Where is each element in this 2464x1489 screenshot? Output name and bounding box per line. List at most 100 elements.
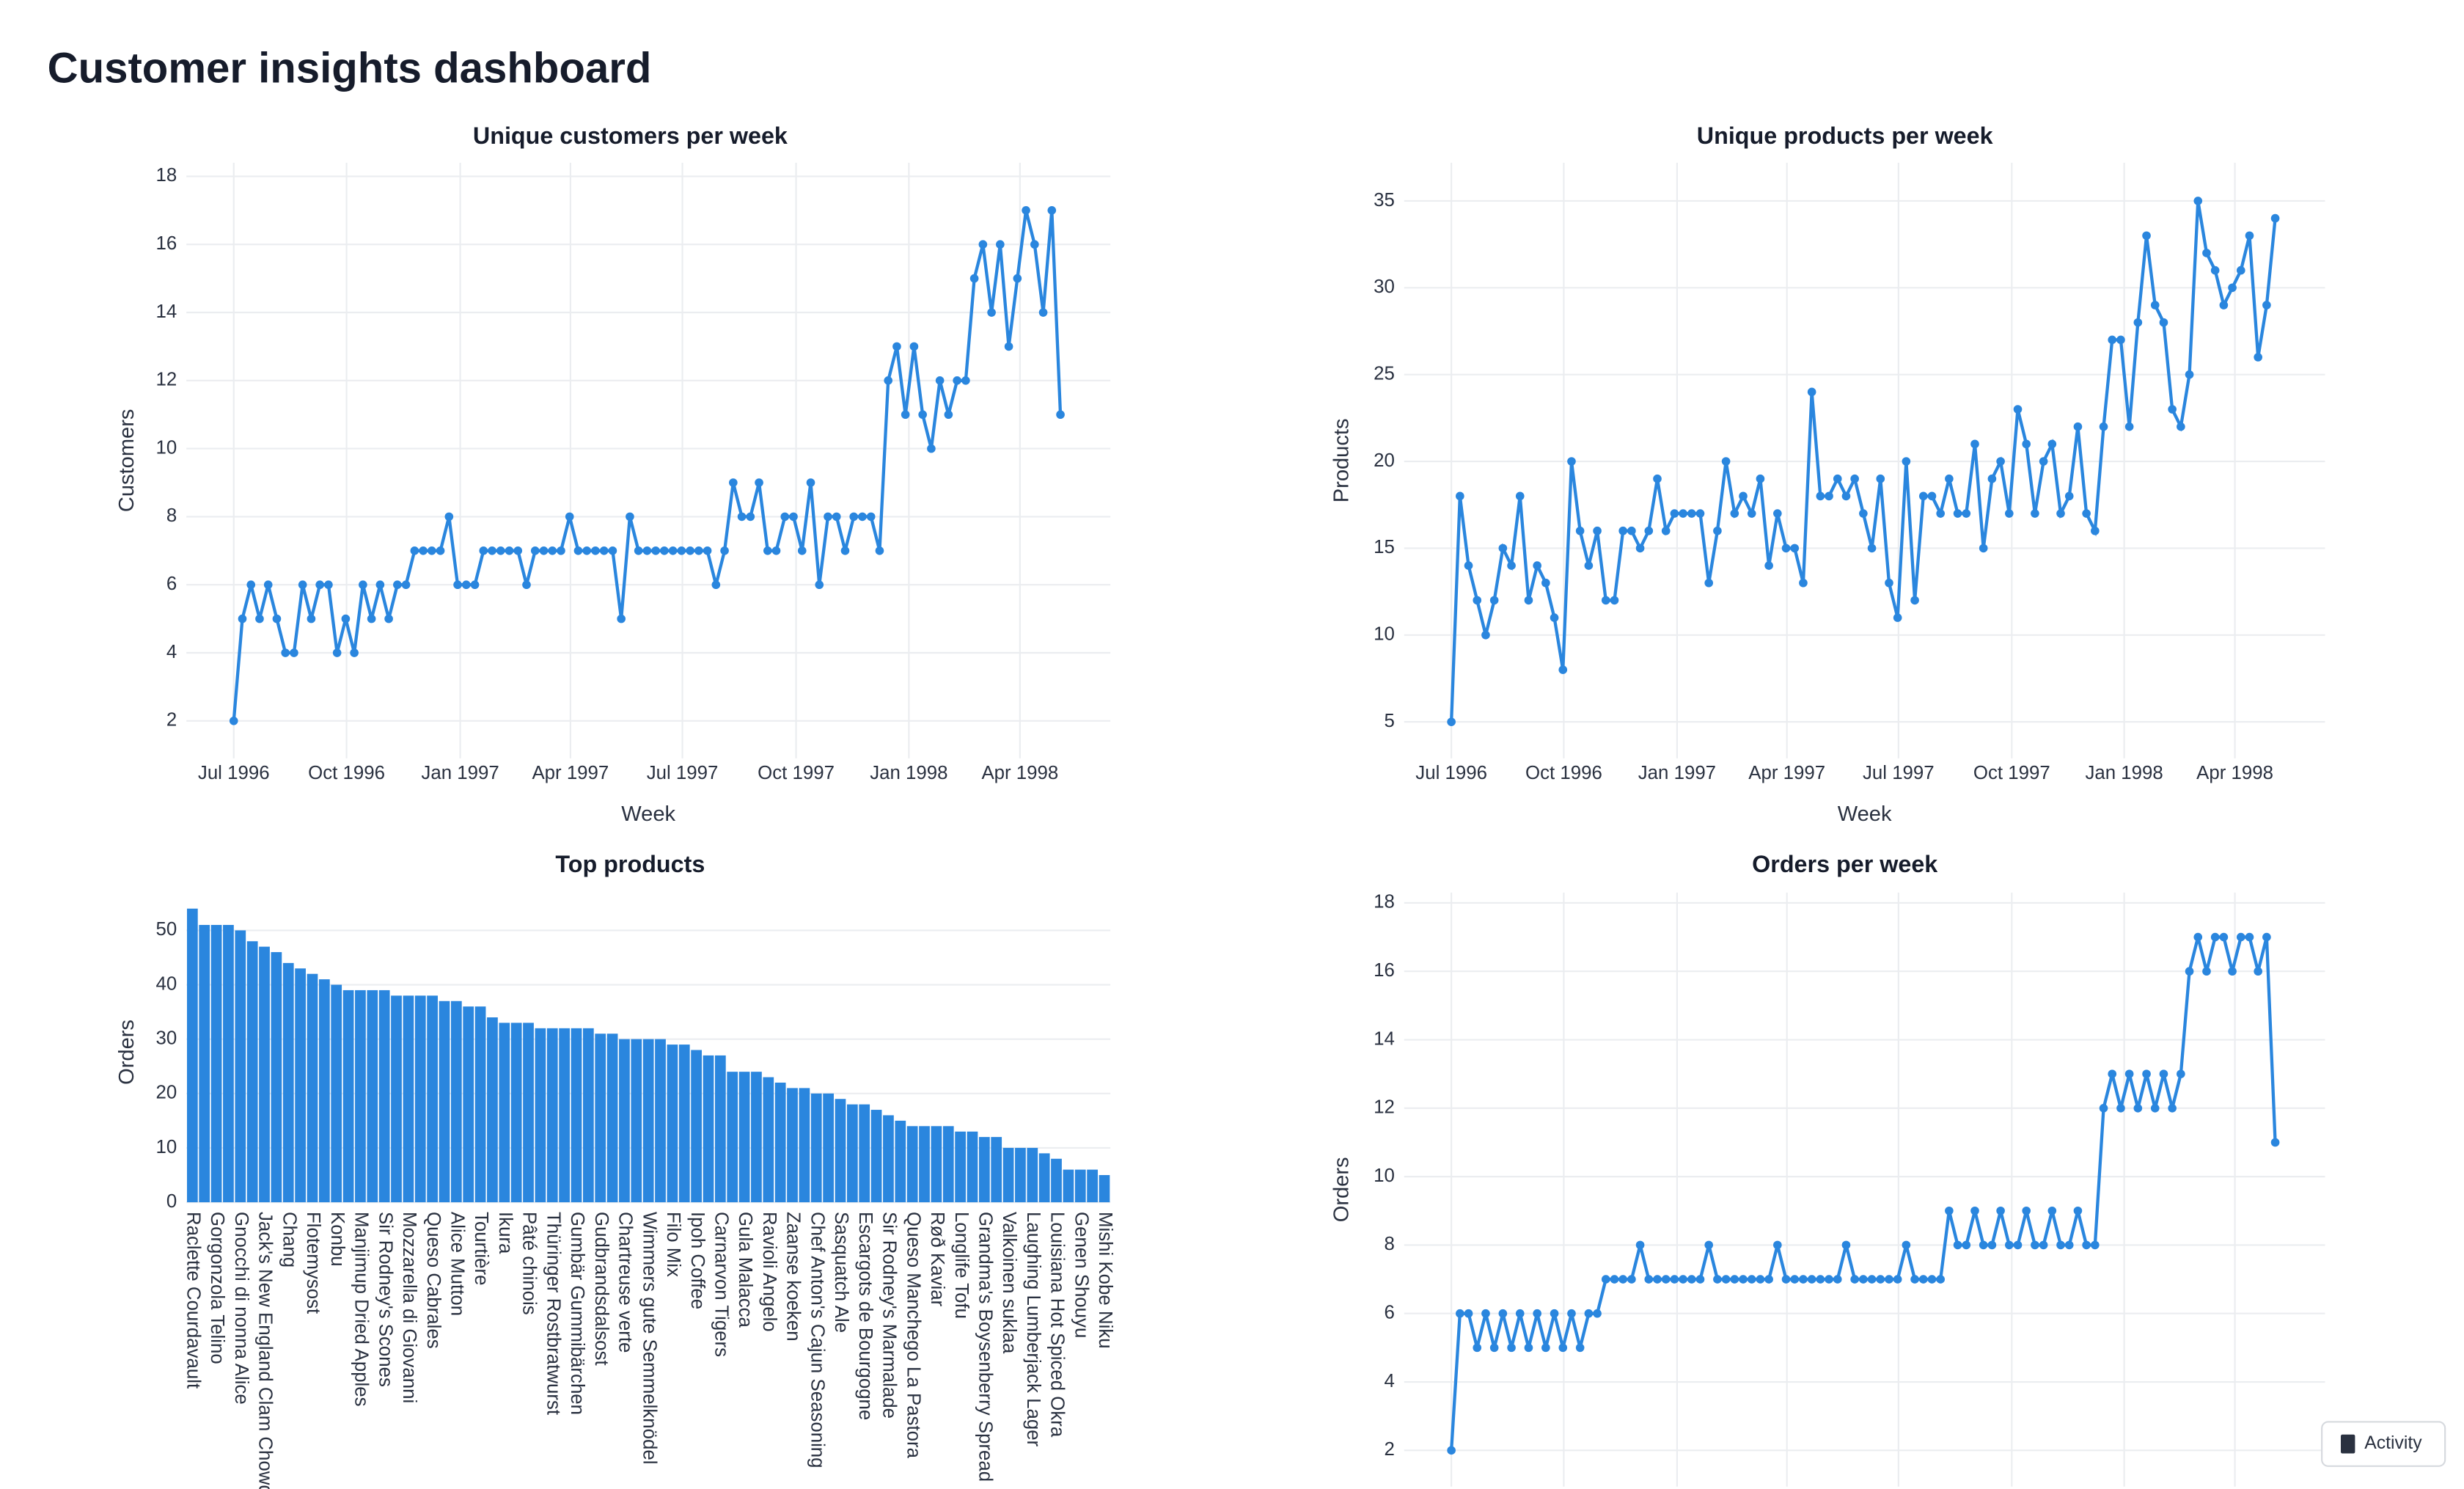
y-tick-label: 30 [155, 1028, 177, 1048]
x-tick-label: Oct 1997 [1973, 763, 2050, 783]
point [1893, 613, 1902, 622]
point [909, 342, 919, 351]
chart-title: Orders per week [1752, 851, 1937, 877]
x-tick-label: Jack's New England Clam Chowder [255, 1212, 276, 1489]
point [2228, 283, 2237, 293]
y-tick-label: 10 [155, 437, 177, 458]
activity-button[interactable]: Activity [2321, 1421, 2446, 1467]
point [2056, 509, 2065, 518]
point [1807, 1275, 1816, 1284]
bar [246, 941, 258, 1203]
point [1841, 1240, 1851, 1250]
point [2219, 301, 2229, 310]
bar [667, 1045, 678, 1203]
x-tick-label: Oct 1997 [758, 763, 835, 783]
point [599, 546, 609, 555]
x-tick-label: Longlife Tofu [951, 1212, 972, 1319]
point [1833, 474, 1842, 483]
bar [378, 989, 390, 1203]
point [1927, 491, 1937, 501]
bar [810, 1093, 822, 1203]
x-tick-label: Thüringer Rostbratwurst [543, 1212, 563, 1415]
point [453, 580, 462, 590]
point [315, 580, 324, 590]
point [1550, 1309, 1559, 1318]
point [1456, 1309, 1464, 1318]
bar [559, 1028, 570, 1203]
point [2091, 526, 2100, 535]
bar [450, 1000, 462, 1203]
x-axis-title: Week [1838, 802, 1892, 826]
point [1859, 509, 1868, 518]
point [1764, 1275, 1773, 1284]
x-tick-label: Ikura [495, 1212, 516, 1254]
point [1456, 491, 1464, 501]
bar [955, 1131, 966, 1203]
bar [427, 995, 438, 1203]
bar [883, 1115, 894, 1203]
point [513, 546, 523, 555]
x-tick-label: Oct 1996 [308, 763, 385, 783]
bar [978, 1137, 990, 1203]
point [1644, 1275, 1654, 1284]
x-tick-label: Louisiana Hot Spiced Okra [1047, 1212, 1068, 1438]
point [1893, 1275, 1902, 1284]
point [1704, 1240, 1714, 1250]
x-tick-label: Wimmers gute Semmelknödel [639, 1212, 659, 1464]
bar [439, 1000, 450, 1203]
x-tick-label: Genen Shouyu [1071, 1212, 1091, 1338]
bar [355, 989, 366, 1203]
bar [199, 924, 210, 1203]
point [2013, 405, 2023, 414]
point [2004, 509, 2014, 518]
point [2142, 1069, 2151, 1078]
point [1610, 1275, 1619, 1284]
bar [655, 1039, 666, 1203]
point [2082, 509, 2091, 518]
bar [523, 1022, 534, 1203]
point [884, 376, 893, 385]
bar [835, 1099, 846, 1203]
point [582, 546, 592, 555]
point [1670, 1275, 1679, 1284]
point [978, 240, 988, 249]
activity-label[interactable]: Activity [2364, 1433, 2422, 1453]
bar [271, 952, 282, 1203]
x-tick-label: Ravioli Angelo [759, 1212, 780, 1332]
bar [210, 924, 222, 1203]
point [1850, 474, 1859, 483]
point [617, 614, 626, 623]
x-tick-label: Raclette Courdavault [183, 1212, 204, 1389]
point [557, 546, 565, 555]
point [1541, 1343, 1550, 1353]
point [1799, 578, 1808, 588]
x-tick-label: Chang [279, 1212, 299, 1267]
point [1473, 596, 1482, 605]
bar [571, 1028, 582, 1203]
y-tick-label: 30 [1374, 277, 1395, 297]
point [1885, 1275, 1893, 1284]
y-tick-label: 20 [1374, 450, 1395, 471]
bar [751, 1072, 762, 1203]
bar [823, 1093, 834, 1203]
point [461, 580, 471, 590]
point [1910, 596, 1919, 605]
point [1918, 1275, 1928, 1284]
point [711, 580, 721, 590]
point [1498, 544, 1508, 553]
point [1627, 526, 1636, 535]
y-tick-label: 14 [155, 301, 177, 322]
point [2236, 266, 2245, 275]
bar [942, 1126, 954, 1203]
x-tick-label: Alice Mutton [447, 1212, 468, 1316]
point [2219, 932, 2229, 942]
point [1953, 509, 1962, 518]
y-axis-title: Orders [115, 1020, 139, 1085]
point [1056, 410, 1065, 420]
point [1902, 1240, 1911, 1250]
point [496, 546, 505, 555]
point [1918, 491, 1928, 501]
activity-button-bg[interactable] [2321, 1421, 2446, 1467]
point [2108, 335, 2117, 345]
bar [1063, 1169, 1074, 1203]
